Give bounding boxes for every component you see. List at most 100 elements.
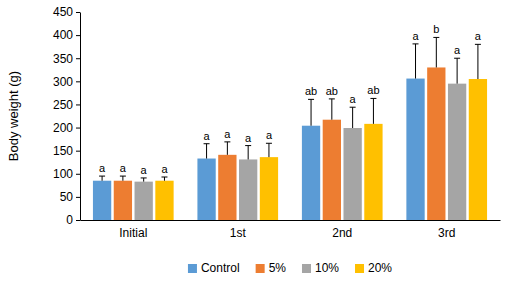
y-tick-label: 350 bbox=[53, 52, 73, 66]
x-tick: 2nd bbox=[332, 226, 352, 240]
legend: Control5%10%20% bbox=[188, 261, 392, 275]
error-cap bbox=[308, 99, 314, 100]
y-tick-label: 300 bbox=[53, 75, 73, 89]
bar bbox=[302, 126, 320, 220]
legend-swatch bbox=[355, 264, 364, 273]
error-stem bbox=[206, 144, 207, 159]
bar bbox=[343, 128, 361, 220]
x-tick-label: 2nd bbox=[332, 226, 352, 240]
y-tick-mark bbox=[76, 174, 80, 175]
y-axis-title: Body weight (g) bbox=[6, 71, 21, 161]
error-stem bbox=[352, 107, 353, 128]
x-tick-label: Initial bbox=[119, 226, 147, 240]
x-tick-label: 1st bbox=[230, 226, 247, 240]
y-tick: 350 bbox=[53, 52, 80, 66]
significance-letter: a bbox=[204, 130, 211, 142]
y-tick-mark bbox=[76, 58, 80, 59]
significance-letter: a bbox=[350, 93, 357, 105]
y-tick: 150 bbox=[53, 144, 80, 158]
y-tick: 450 bbox=[53, 5, 80, 19]
y-tick-mark bbox=[76, 12, 80, 13]
error-stem bbox=[122, 176, 123, 181]
error-bar bbox=[266, 143, 272, 157]
series bbox=[93, 44, 425, 220]
y-tick-mark bbox=[76, 104, 80, 105]
significance-letter: a bbox=[99, 162, 106, 174]
y-tick-mark bbox=[76, 35, 80, 36]
y-axis: 050100150200250300350400450 bbox=[53, 5, 81, 227]
legend-item: 5% bbox=[256, 261, 287, 275]
significance-letter: ab bbox=[367, 84, 379, 96]
error-bar bbox=[161, 177, 167, 181]
y-tick-label: 200 bbox=[53, 121, 73, 135]
legend-label: 5% bbox=[269, 261, 287, 275]
legend-label: Control bbox=[201, 261, 240, 275]
significance-letter: a bbox=[141, 164, 148, 176]
error-bar bbox=[329, 99, 335, 120]
significance-letter: a bbox=[266, 129, 273, 141]
y-axis-line bbox=[80, 13, 81, 221]
error-cap bbox=[161, 177, 167, 178]
y-tick-mark bbox=[76, 128, 80, 129]
y-tick: 400 bbox=[53, 28, 80, 42]
error-bar bbox=[433, 37, 439, 67]
y-tick-label: 50 bbox=[60, 190, 74, 204]
y-tick-mark bbox=[76, 220, 80, 221]
error-bar bbox=[141, 178, 147, 182]
bar bbox=[323, 120, 341, 220]
y-tick-label: 0 bbox=[66, 213, 73, 227]
significance-letter: a bbox=[412, 30, 419, 42]
error-stem bbox=[268, 143, 269, 157]
x-tick: 3rd bbox=[438, 226, 455, 240]
y-tick-label: 450 bbox=[53, 5, 73, 19]
error-cap bbox=[266, 143, 272, 144]
error-stem bbox=[457, 58, 458, 83]
error-stem bbox=[227, 142, 228, 155]
legend-swatch bbox=[256, 264, 265, 273]
y-tick-mark bbox=[76, 197, 80, 198]
x-tick: 1st bbox=[230, 226, 247, 240]
error-cap bbox=[120, 176, 126, 177]
bar bbox=[260, 157, 278, 220]
legend-swatch bbox=[188, 264, 197, 273]
error-bar bbox=[475, 44, 481, 79]
bar bbox=[93, 181, 111, 220]
significance-letter: a bbox=[120, 162, 127, 174]
x-tick: Initial bbox=[119, 226, 147, 240]
error-cap bbox=[99, 176, 105, 177]
bar bbox=[114, 181, 132, 220]
significance-letter: b bbox=[433, 23, 439, 35]
bar bbox=[197, 159, 215, 220]
error-bar bbox=[245, 146, 251, 160]
significance-letter: a bbox=[454, 44, 461, 56]
error-stem bbox=[143, 178, 144, 182]
significance-letter: a bbox=[224, 128, 231, 140]
y-tick-label: 250 bbox=[53, 98, 73, 112]
chart: aaabaaaabbaaaaaaaba050100150200250300350… bbox=[0, 0, 508, 288]
error-bar bbox=[454, 58, 460, 83]
legend-swatch bbox=[302, 264, 311, 273]
significance-letter: ab bbox=[326, 85, 338, 97]
y-tick: 200 bbox=[53, 121, 80, 135]
bar bbox=[239, 159, 257, 220]
error-bar bbox=[370, 98, 376, 123]
y-tick: 50 bbox=[60, 190, 80, 204]
y-tick: 300 bbox=[53, 75, 80, 89]
significance-letter: a bbox=[245, 132, 252, 144]
series bbox=[114, 37, 446, 220]
error-bar bbox=[224, 142, 230, 155]
error-cap bbox=[329, 98, 335, 99]
legend-item: Control bbox=[188, 261, 240, 275]
error-bar bbox=[308, 99, 314, 125]
error-bar bbox=[350, 107, 356, 128]
error-stem bbox=[248, 146, 249, 160]
bar bbox=[427, 67, 445, 220]
error-stem bbox=[331, 99, 332, 120]
legend-item: 10% bbox=[302, 261, 339, 275]
x-axis: Initial 1st 2nd 3rd bbox=[81, 221, 501, 241]
y-tick-mark bbox=[76, 151, 80, 152]
marks bbox=[93, 37, 487, 220]
significance-letter: ab bbox=[305, 85, 317, 97]
annotations: aaabaaaabbaaaaaaaba bbox=[99, 23, 482, 176]
plot: aaabaaaabbaaaaaaaba050100150200250300350… bbox=[53, 5, 501, 240]
